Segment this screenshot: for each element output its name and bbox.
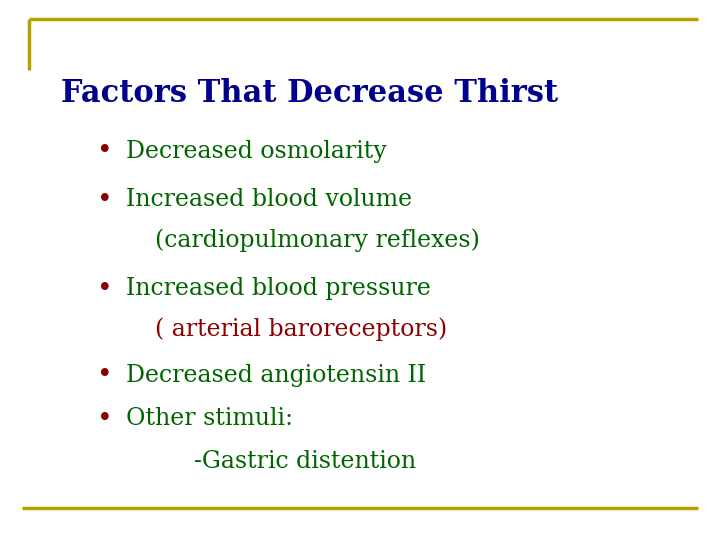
Text: •: • — [97, 406, 113, 431]
Text: •: • — [97, 138, 113, 164]
Text: Decreased osmolarity: Decreased osmolarity — [126, 140, 387, 163]
Text: ( arterial baroreceptors): ( arterial baroreceptors) — [155, 318, 447, 341]
Text: Decreased angiotensin II: Decreased angiotensin II — [126, 364, 426, 387]
Text: Factors That Decrease Thirst: Factors That Decrease Thirst — [61, 78, 558, 109]
Text: Other stimuli:: Other stimuli: — [126, 407, 293, 430]
Text: •: • — [97, 276, 113, 302]
Text: Increased blood pressure: Increased blood pressure — [126, 278, 431, 300]
Text: •: • — [97, 187, 113, 213]
Text: -Gastric distention: -Gastric distention — [194, 450, 417, 473]
Text: (cardiopulmonary reflexes): (cardiopulmonary reflexes) — [155, 228, 480, 252]
Text: •: • — [97, 362, 113, 388]
Text: Increased blood volume: Increased blood volume — [126, 188, 412, 211]
